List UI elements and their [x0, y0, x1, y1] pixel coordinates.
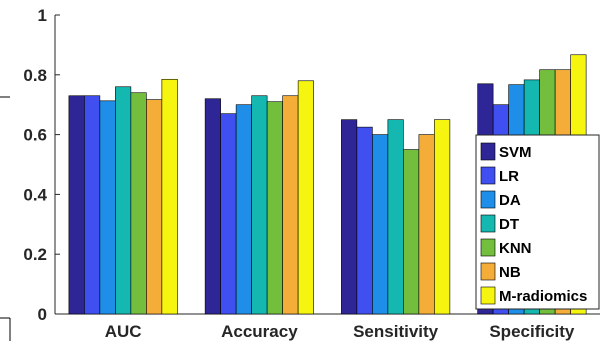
y-tick-label: 0 [38, 305, 47, 324]
legend-swatch-svm [480, 142, 496, 161]
bar-m-radiomics-accuracy [297, 80, 314, 315]
legend-swatch-m-radiomics [480, 286, 496, 305]
legend-swatch-da [480, 190, 496, 209]
legend: SVM LR DA DT KNN NB M-radiomics [475, 134, 600, 310]
bar-lr-sensitivity [356, 126, 373, 315]
legend-label-knn: KNN [499, 240, 532, 257]
y-tick-label: 0.6 [23, 126, 47, 145]
bar-da-auc [99, 100, 116, 315]
category-labels: AUC Accuracy Sensitivity Specificity [105, 322, 575, 341]
category-label: AUC [105, 322, 142, 341]
bar-m-radiomics-sensitivity [434, 119, 451, 315]
bar-svm-sensitivity [341, 119, 358, 315]
y-tick-label: 0.8 [23, 66, 47, 85]
legend-label-dt: DT [499, 216, 519, 233]
y-tick-label: 1 [38, 6, 47, 25]
legend-label-lr: LR [499, 168, 519, 185]
legend-label-m-radiomics: M-radiomics [499, 288, 587, 305]
bar-lr-accuracy [220, 113, 237, 315]
bar-dt-auc [115, 86, 132, 315]
bar-svm-auc [68, 95, 85, 315]
bar-m-radiomics-auc [161, 78, 178, 315]
bar-knn-sensitivity [403, 149, 420, 315]
bar-dt-accuracy [251, 95, 268, 315]
legend-label-svm: SVM [499, 144, 532, 161]
bar-svm-accuracy [204, 98, 221, 315]
bar-nb-auc [146, 99, 163, 315]
y-ticks: 0 0.2 0.4 0.6 0.8 1 [23, 6, 60, 324]
bar-knn-auc [130, 92, 147, 315]
legend-swatch-dt [480, 214, 496, 233]
legend-label-nb: NB [499, 264, 521, 281]
y-tick-label: 0.4 [23, 185, 47, 204]
legend-label-da: DA [499, 192, 521, 209]
legend-swatch-knn [480, 238, 496, 257]
category-label: Accuracy [221, 322, 298, 341]
bar-da-sensitivity [372, 134, 389, 315]
bar-nb-sensitivity [418, 134, 435, 315]
legend-swatch-lr [480, 166, 496, 185]
bar-nb-accuracy [282, 95, 299, 315]
legend-box [475, 134, 600, 310]
bar-lr-auc [84, 95, 101, 315]
legend-swatch-nb [480, 262, 496, 281]
y-tick-label: 0.2 [23, 245, 47, 264]
category-label: Specificity [489, 322, 575, 341]
bar-da-accuracy [235, 104, 252, 315]
bar-knn-accuracy [266, 101, 283, 315]
bar-dt-sensitivity [387, 119, 404, 315]
category-label: Sensitivity [353, 322, 439, 341]
